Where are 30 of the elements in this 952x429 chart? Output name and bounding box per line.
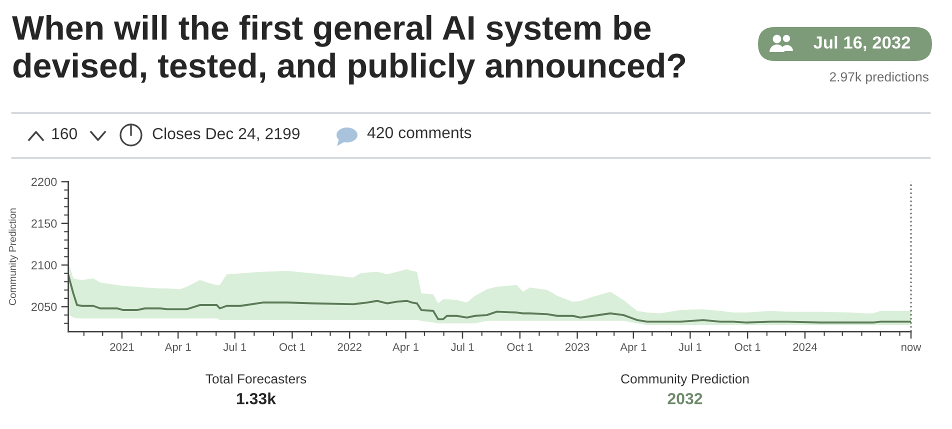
x-tick-label: Jul 1 <box>450 342 474 351</box>
text: Jul 16, 2032 <box>814 36 910 52</box>
x-tick-label: Apr 1 <box>392 343 418 354</box>
x-tick-label: Oct 1 <box>734 343 760 351</box>
text: Community Prediction <box>621 374 749 386</box>
x-tick-label: Oct 1 <box>507 343 533 351</box>
x-tick-label: 2022 <box>338 343 362 351</box>
x-tick-label: 2021 <box>110 343 134 351</box>
text: Total Forecasters <box>206 374 306 384</box>
text: 160 <box>52 128 78 140</box>
text: 420 comments <box>367 126 472 138</box>
x-tick-label: 2023 <box>565 343 590 351</box>
x-tick-label: 2024 <box>793 343 817 351</box>
text: 1.33k <box>237 392 276 404</box>
chart-title: When will the first general AI system be devised, tested, and publicly announced? <box>12 15 686 85</box>
x-tick-label: Oct 1 <box>279 343 305 351</box>
y-tick-label: 2150 <box>32 219 57 228</box>
y-axis-title: Community Prediction <box>8 208 18 306</box>
text: 2032 <box>668 392 702 404</box>
y-tick-label: 2050 <box>32 302 57 312</box>
x-tick-label: Apr 1 <box>164 343 191 354</box>
x-tick-label: now <box>902 344 922 351</box>
text: Closes Dec 24, 2199 <box>152 128 300 142</box>
x-tick-label: Jul 1 <box>678 342 702 351</box>
y-tick-label: 2100 <box>32 261 57 270</box>
text: 2.97k predictions <box>830 72 929 84</box>
x-tick-label: Apr 1 <box>620 343 646 354</box>
y-tick-label: 2200 <box>32 178 57 186</box>
x-tick-label: Jul 1 <box>223 342 246 351</box>
line-series <box>68 274 911 324</box>
